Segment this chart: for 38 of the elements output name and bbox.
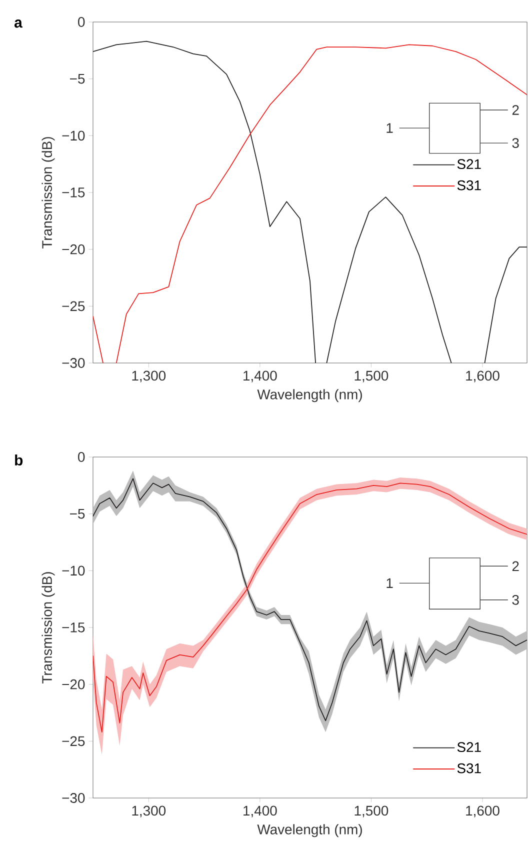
chart-title: a [14,20,22,28]
y-tick-label: −30 [62,358,85,368]
legend-label: S21 [457,742,481,752]
y-tick-label: −10 [62,566,85,576]
chart-title: b [15,454,23,466]
y-tick-label: −5 [70,74,85,84]
y-tick-label: −25 [62,301,85,312]
annotation: 2 [512,105,519,115]
legend-label: S21 [457,159,481,170]
x-tick-label: 1,500 [354,806,388,818]
x-axis-title: Wavelength (nm) [257,389,362,402]
x-tick-label: 1,400 [244,370,277,382]
annotation: 3 [512,138,519,148]
y-tick-label: −30 [62,793,85,803]
y-tick-label: −25 [62,736,85,746]
y-tick-label: −15 [62,188,85,198]
legend-label: S31 [457,180,481,190]
y-tick-label: −20 [62,244,85,254]
y-tick-label: 0 [78,452,85,462]
annotation: 3 [512,594,519,605]
annotation: 1 [386,123,393,133]
annotation: 2 [512,561,519,571]
x-tick-label: 1,600 [466,370,500,382]
x-tick-label: 1,400 [244,806,277,818]
x-tick-label: 1,300 [132,370,166,382]
legend-label: S31 [457,763,481,774]
x-tick-label: 1,600 [466,806,500,818]
x-axis-title: Wavelength (nm) [257,824,362,838]
y-tick-label: −5 [70,508,85,519]
y-tick-label: 0 [78,17,85,27]
y-tick-label: −15 [62,622,85,632]
y-axis-title: Transmission (dB) [42,137,55,249]
y-tick-label: −10 [62,130,85,141]
x-tick-label: 1,500 [354,370,388,382]
y-axis-title: Transmission (dB) [42,572,55,684]
y-tick-label: −20 [62,679,85,690]
annotation: 1 [386,578,393,588]
x-tick-label: 1,300 [132,806,166,818]
